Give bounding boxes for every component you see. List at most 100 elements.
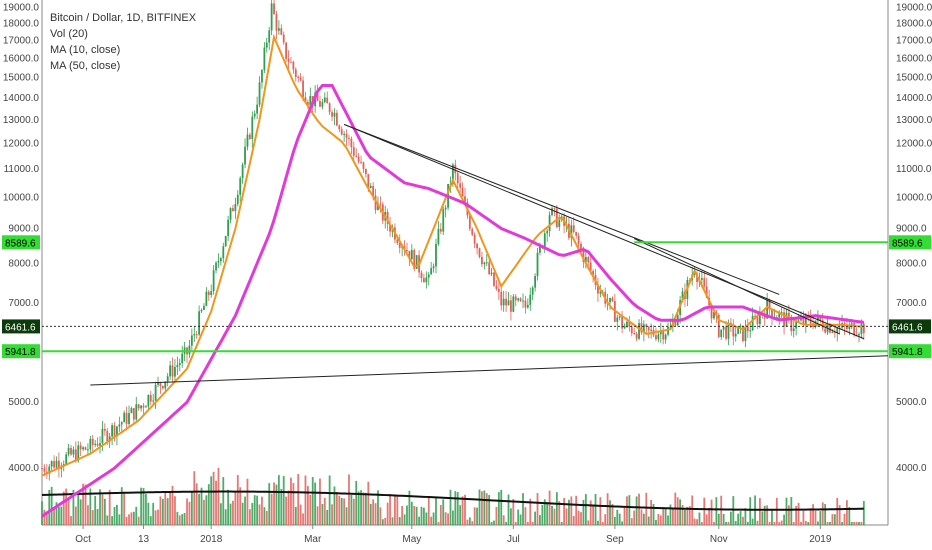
candle-body [597,284,599,294]
candle-body [526,304,529,308]
candle-body [287,58,290,62]
candle-body [778,312,781,318]
candle-body [853,323,856,336]
candle-body [442,209,445,232]
candle-body [181,353,184,364]
volume-bar [780,520,783,525]
trendline [343,123,780,295]
volume-bar [476,507,478,525]
candle-body [633,333,636,335]
y-tick-right: 7000.0 [896,298,927,309]
chart-legend: Bitcoin / Dollar, 1D, BITFINEX Vol (20) … [50,10,196,74]
volume-bar [684,509,686,525]
volume-bar [500,489,503,525]
y-tick-right: 11000.0 [896,164,932,175]
volume-bar [471,521,474,525]
volume-bar [671,507,674,525]
ma50-line [41,84,865,518]
volume-bar [638,493,640,525]
volume-bar [493,520,495,525]
volume-bar [517,509,520,525]
candle-body [343,133,346,135]
volume-bar [43,509,46,525]
candle-body [640,323,643,333]
candle-body [335,112,338,126]
candle-body [299,77,302,81]
volume-bar [461,496,464,525]
candle-body [103,428,106,431]
candle-body [89,438,92,450]
y-tick-right: 8000.0 [896,258,927,269]
legend-ma10[interactable]: MA (10, close) [50,44,121,56]
candle-body [248,134,251,139]
volume-bar [599,497,602,525]
candle-body [623,325,626,329]
volume-bar [149,516,152,525]
candle-body [377,203,379,210]
volume-bar [74,506,77,525]
volume-bar [580,512,582,525]
candle-body [703,278,706,287]
volume-bar [570,496,573,525]
volume-bar [819,511,822,525]
volume-bar [396,496,399,525]
candle-body [763,314,766,319]
volume-bar [164,491,167,525]
candle-body [437,228,440,244]
last-price-badge-text: 6461.6 [5,322,36,333]
candle-body [725,326,727,339]
candle-body [251,116,254,139]
legend-volume[interactable]: Vol (20) [50,28,88,40]
candle-body [41,468,43,470]
candle-body [720,329,723,337]
candle-body [732,324,735,337]
volume-bar [698,512,701,525]
volume-bar [604,514,607,525]
candle-body [621,316,624,329]
volume-bar [722,514,725,525]
volume-bar [691,495,694,525]
candle-body [290,61,292,63]
volume-bar [169,491,172,525]
candle-body [96,443,99,446]
legend-ma50[interactable]: MA (50, close) [50,60,121,72]
volume-bar [103,498,106,525]
volume-bar [111,516,113,525]
volume-bar [118,514,121,525]
candle-body [106,430,109,442]
candle-body [742,325,744,342]
candle-body [215,262,217,271]
candle-body [297,77,300,79]
volume-bar [248,509,251,525]
candle-body [236,194,239,205]
volume-bar [633,510,636,525]
volume-bar [333,486,336,525]
y-tick-left: 19000.0 [3,3,40,14]
volume-bar [311,477,314,525]
volume-bar [452,510,454,525]
volume-bar [841,522,843,525]
candle-body [452,164,454,184]
volume-bar [710,499,713,525]
candle-body [536,252,539,277]
candle-body [775,316,778,318]
volume-bar [773,522,776,525]
volume-bar [667,515,669,525]
volume-bar [729,511,732,525]
volume-bar [858,522,860,525]
y-tick-left: 14000.0 [3,93,40,104]
volume-bar [87,505,89,525]
volume-bar [253,495,256,525]
x-tick-label: Mar [304,534,322,545]
legend-symbol[interactable]: Bitcoin / Dollar, 1D, BITFINEX [50,12,197,24]
volume-bar [91,510,94,525]
volume-bar [372,499,375,525]
candle-body [229,208,232,220]
volume-bar [251,503,254,525]
volume-bar [176,511,179,525]
volume-bar [635,496,638,525]
volume-bar [826,522,829,525]
candle-body [713,312,715,319]
volume-bar [548,490,551,525]
